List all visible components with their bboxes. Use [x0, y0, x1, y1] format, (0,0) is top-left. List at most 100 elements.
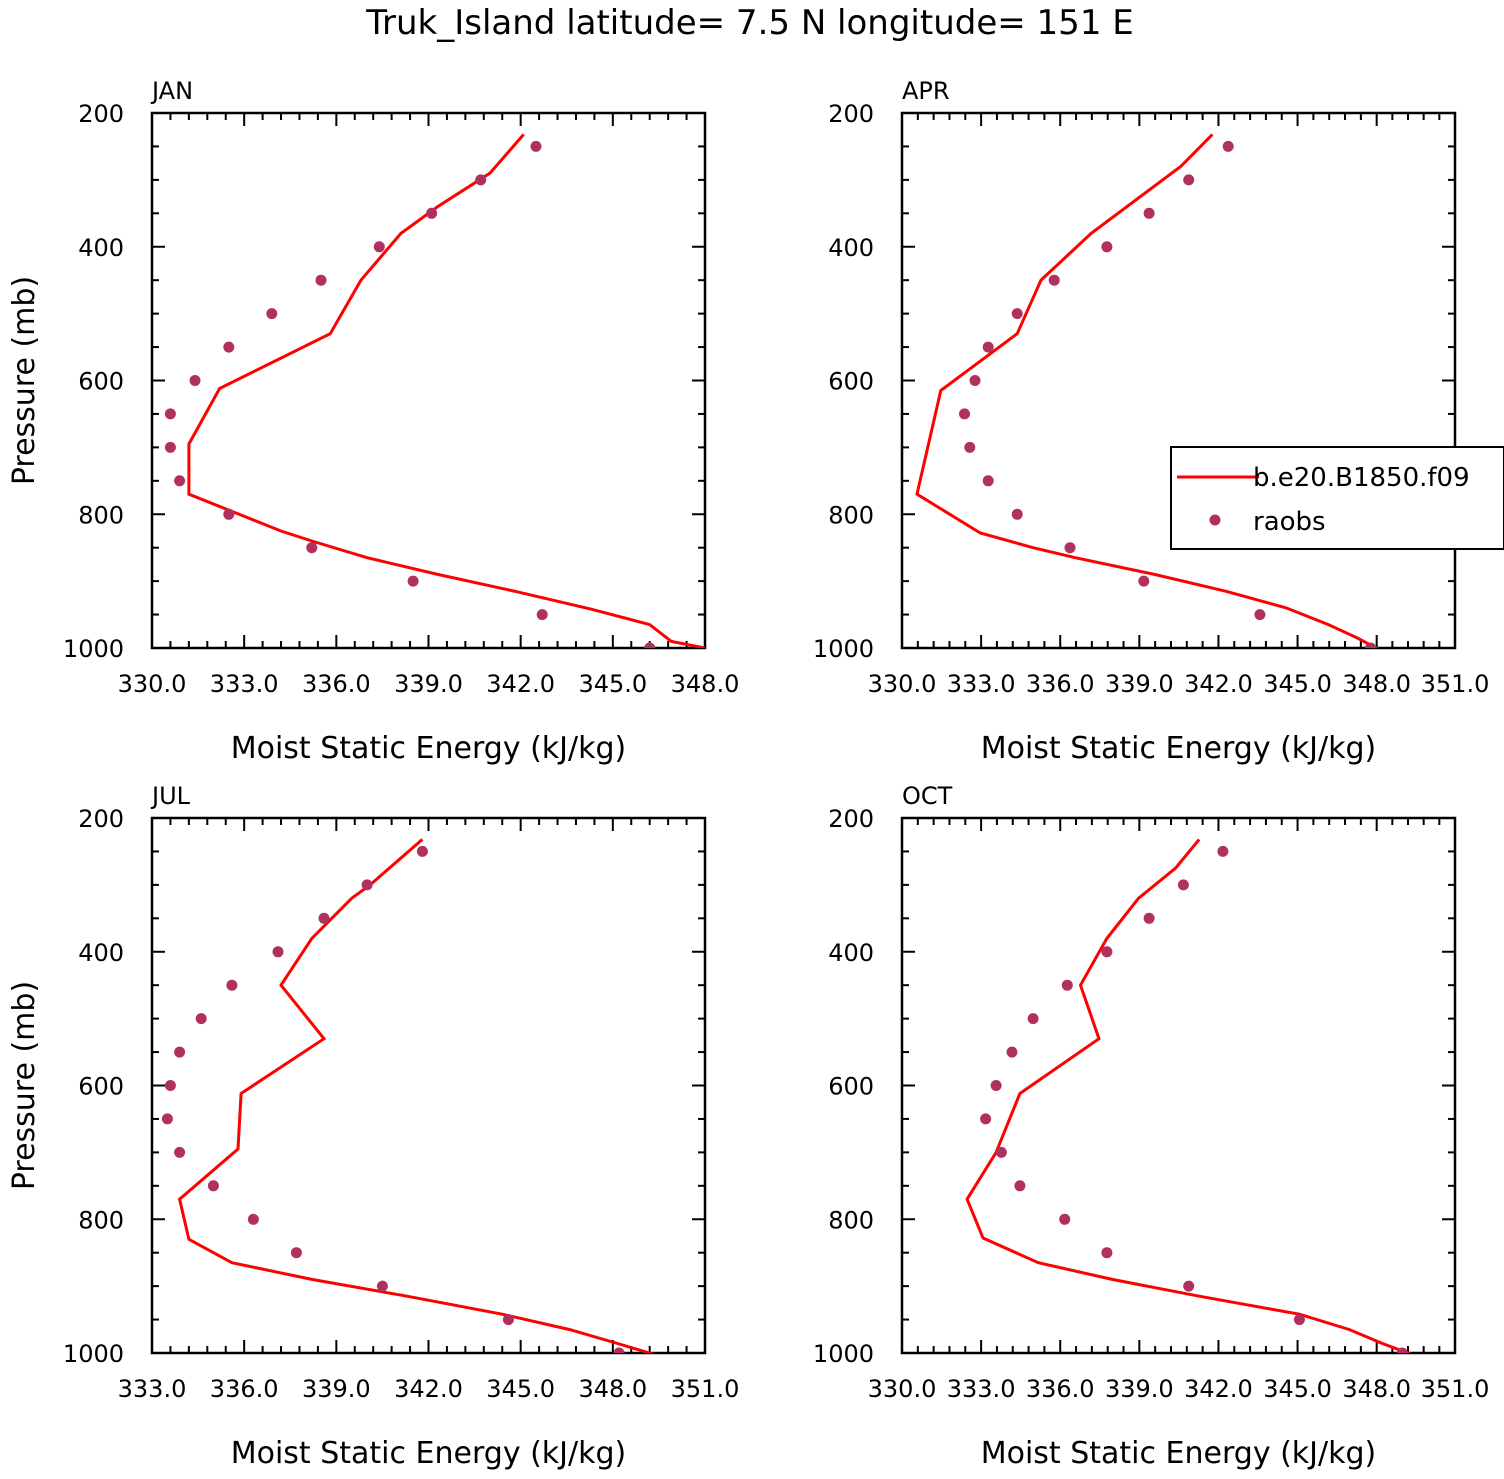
panel-oct: OCT 200 400 600 800 1000 330.0 333.0 336.0 339.0 3…: [813, 782, 1489, 1471]
x-tick-label: 345.0: [578, 670, 647, 698]
raobs-point: [982, 341, 994, 353]
x-tick-label: 342.0: [394, 1375, 463, 1403]
legend-box: [1170, 446, 1504, 550]
raobs-point: [982, 475, 994, 487]
y-tick-label: 800: [828, 501, 874, 529]
raobs-point: [1027, 1013, 1039, 1025]
panels-group: JAN 200 400 600 800 1000 330.0 333.0 336.0 339.0 3…: [7, 77, 1489, 1471]
raobs-point: [247, 1213, 259, 1225]
x-axis-title: Moist Static Energy (kJ/kg): [981, 1436, 1377, 1471]
raobs-point: [980, 1113, 992, 1125]
x-tick-label: 339.0: [1105, 670, 1174, 698]
raobs-point: [1293, 1314, 1305, 1326]
raobs-point: [1177, 879, 1189, 891]
y-tick-label: 600: [78, 1073, 124, 1101]
raobs-point: [416, 845, 428, 857]
legend-label-model: b.e20.B1850.f09: [1253, 463, 1470, 493]
figure-title: Truk_Island latitude= 7.5 N longitude= 1…: [365, 3, 1134, 43]
raobs-point: [995, 1146, 1007, 1158]
x-tick-label: 345.0: [1263, 670, 1332, 698]
y-tick-label: 1000: [813, 1340, 874, 1368]
y-tick-label: 800: [828, 1206, 874, 1234]
y-tick-label: 400: [78, 234, 124, 262]
raobs-point: [1011, 508, 1023, 520]
x-axis-title: Moist Static Energy (kJ/kg): [231, 731, 627, 766]
raobs-point: [223, 508, 235, 520]
x-axis-title: Moist Static Energy (kJ/kg): [231, 1436, 627, 1471]
model-profile-line: [915, 133, 1380, 648]
plot-data: [161, 838, 655, 1353]
raobs-point: [373, 241, 385, 253]
y-tick-label: 1000: [63, 635, 124, 663]
x-tick-label: 336.0: [1026, 670, 1095, 698]
raobs-point: [407, 575, 419, 587]
raobs-point: [475, 174, 487, 186]
raobs-point: [1183, 174, 1195, 186]
y-tick-label: 800: [78, 501, 124, 529]
x-tick-label: 333.0: [210, 670, 279, 698]
plot-data: [965, 838, 1412, 1353]
legend-layer: b.e20.B1850.f09 raobs: [1170, 446, 1504, 550]
raobs-point: [174, 1146, 186, 1158]
y-tick-label: 200: [78, 805, 124, 833]
raobs-point: [1048, 274, 1060, 286]
raobs-point: [226, 979, 238, 991]
raobs-point: [189, 375, 201, 386]
x-tick-label: 336.0: [302, 670, 371, 698]
raobs-point: [318, 912, 330, 924]
raobs-point: [426, 207, 438, 219]
legend-dot-swatch: [1209, 514, 1221, 526]
raobs-point: [1143, 207, 1155, 219]
raobs-point: [272, 946, 284, 958]
raobs-point: [1365, 642, 1377, 648]
raobs-point: [1101, 1247, 1113, 1259]
raobs-point: [174, 475, 186, 487]
x-tick-label: 339.0: [1105, 1375, 1174, 1403]
raobs-point: [1396, 1347, 1408, 1353]
x-tick-label: 345.0: [1263, 1375, 1332, 1403]
raobs-point: [990, 1080, 1002, 1091]
raobs-point: [613, 1347, 625, 1353]
raobs-point: [1101, 946, 1113, 958]
raobs-point: [1183, 1280, 1195, 1292]
raobs-point: [376, 1280, 388, 1292]
panel-jan: JAN 200 400 600 800 1000 330.0 333.0 336.0 339.0 3…: [7, 77, 739, 766]
x-tick-label: 348.0: [1342, 1375, 1411, 1403]
raobs-point: [1254, 609, 1266, 621]
raobs-point: [164, 441, 176, 453]
y-tick-label: 200: [78, 100, 124, 128]
x-tick-label: 351.0: [671, 1375, 740, 1403]
y-axis-title: Pressure (mb): [7, 981, 42, 1190]
raobs-point: [223, 341, 235, 353]
plot-data: [915, 133, 1380, 648]
legend-label-obs: raobs: [1253, 507, 1326, 537]
y-tick-label: 1000: [63, 1340, 124, 1368]
raobs-point: [536, 609, 548, 621]
y-tick-label: 200: [828, 100, 874, 128]
y-tick-label: 400: [828, 939, 874, 967]
x-tick-label: 348.0: [671, 670, 740, 698]
raobs-point: [1061, 979, 1073, 991]
raobs-point: [959, 408, 970, 420]
raobs-point: [644, 642, 656, 648]
raobs-point: [1064, 542, 1076, 554]
x-tick-label: 330.0: [118, 670, 187, 698]
x-tick-label: 348.0: [1342, 670, 1411, 698]
x-tick-label: 348.0: [578, 1375, 647, 1403]
raobs-point: [969, 375, 981, 386]
raobs-point: [164, 408, 176, 420]
x-tick-label: 342.0: [1184, 1375, 1253, 1403]
y-tick-label: 400: [828, 234, 874, 262]
raobs-point: [361, 879, 373, 891]
raobs-point: [315, 274, 327, 286]
raobs-point: [1101, 241, 1113, 253]
x-tick-label: 336.0: [1026, 1375, 1095, 1403]
raobs-point: [1059, 1213, 1071, 1225]
x-tick-label: 333.0: [947, 1375, 1016, 1403]
raobs-point: [1217, 845, 1229, 857]
raobs-point: [502, 1314, 514, 1326]
x-tick-label: 351.0: [1421, 670, 1490, 698]
raobs-point: [1006, 1046, 1018, 1058]
y-tick-label: 800: [78, 1206, 124, 1234]
